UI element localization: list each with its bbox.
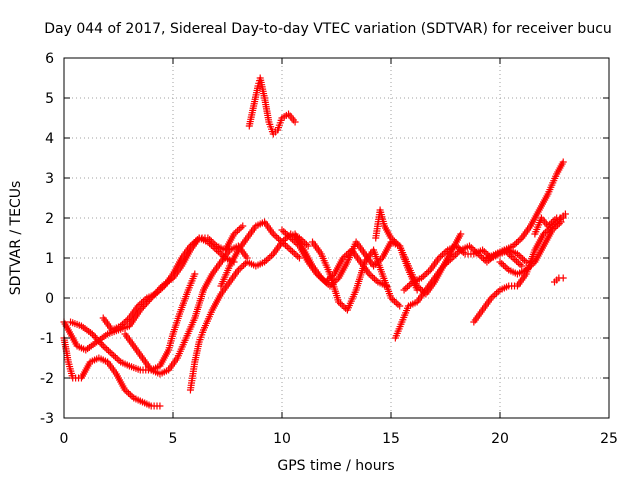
data-point bbox=[457, 230, 465, 238]
series-arc-18 bbox=[531, 214, 567, 238]
data-point bbox=[88, 330, 96, 338]
data-point bbox=[304, 242, 312, 250]
y-tick-label: -1 bbox=[40, 331, 54, 347]
data-point bbox=[239, 222, 247, 230]
y-tick-label: 3 bbox=[45, 171, 54, 187]
series-arc-19 bbox=[551, 274, 567, 286]
x-axis-label: GPS time / hours bbox=[277, 458, 394, 474]
data-points bbox=[60, 74, 569, 410]
y-tick-label: -3 bbox=[40, 411, 54, 427]
x-tick-label: 25 bbox=[600, 431, 618, 447]
x-axis: 0 5 10 15 20 25 bbox=[60, 58, 618, 447]
y-axis-label: SDTVAR / TECUs bbox=[8, 181, 24, 296]
y-tick-label: 0 bbox=[45, 291, 54, 307]
data-point bbox=[156, 402, 164, 410]
series-arc-08 bbox=[245, 74, 299, 138]
plot-frame bbox=[63, 57, 610, 419]
chart-title: Day 044 of 2017, Sidereal Day-to-day VTE… bbox=[44, 21, 612, 37]
y-tick-label: 5 bbox=[45, 91, 54, 107]
data-point bbox=[93, 335, 101, 343]
x-tick-label: 5 bbox=[169, 431, 178, 447]
x-tick-label: 20 bbox=[491, 431, 509, 447]
data-point bbox=[561, 210, 569, 218]
data-point bbox=[191, 270, 199, 278]
data-point bbox=[90, 332, 98, 340]
data-point bbox=[91, 333, 99, 341]
series-arc-05 bbox=[121, 242, 251, 378]
series-arc-04 bbox=[99, 222, 247, 334]
data-point bbox=[559, 158, 567, 166]
data-point bbox=[518, 262, 526, 270]
data-point bbox=[295, 254, 303, 262]
data-point bbox=[98, 340, 106, 348]
series-arc-11 bbox=[309, 238, 404, 314]
series-arc-16 bbox=[483, 158, 567, 262]
data-point bbox=[96, 339, 104, 347]
x-tick-label: 15 bbox=[382, 431, 400, 447]
data-point bbox=[559, 214, 567, 222]
data-point bbox=[396, 302, 404, 310]
data-point bbox=[522, 258, 530, 266]
series-arc-17 bbox=[496, 218, 565, 278]
series-arc-07 bbox=[217, 218, 303, 290]
data-point bbox=[95, 337, 103, 345]
y-tick-label: 2 bbox=[45, 211, 54, 227]
data-point bbox=[557, 218, 565, 226]
y-tick-label: 6 bbox=[45, 51, 54, 67]
y-tick-label: -2 bbox=[40, 371, 54, 387]
y-tick-label: 4 bbox=[45, 131, 54, 147]
y-tick-label: 1 bbox=[45, 251, 54, 267]
x-tick-label: 10 bbox=[273, 431, 291, 447]
data-point bbox=[559, 274, 567, 282]
y-axis: -3 -2 -1 0 1 2 3 4 5 6 bbox=[40, 51, 609, 427]
x-tick-label: 0 bbox=[60, 431, 69, 447]
data-point bbox=[291, 118, 299, 126]
